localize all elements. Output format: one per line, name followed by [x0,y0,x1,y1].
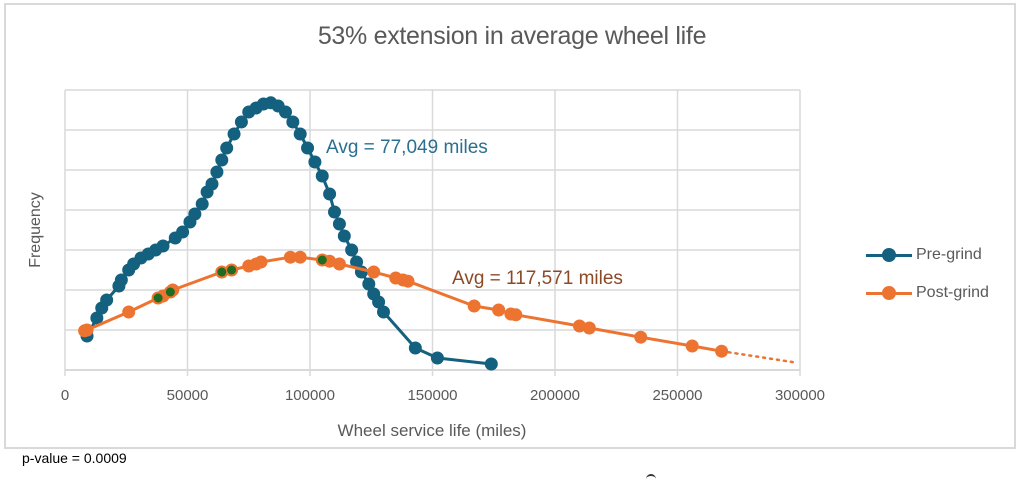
pre-grind-point [100,293,114,307]
pre-grind-point [188,207,202,221]
pre-grind-point [315,169,329,183]
post-grind-point [492,303,506,317]
pre-grind-point [215,153,229,167]
pre-grind-point [377,305,390,319]
pre-grind-point [301,141,315,155]
pre-grind-point [227,127,241,141]
post-grind-highlighted-point [227,265,237,275]
legend-item-post-grind: Post-grind [866,274,989,312]
post-grind-highlighted-point [153,293,163,303]
pre-grind-point [484,357,498,371]
pre-grind-point [234,115,248,129]
post-grind-point [582,321,596,335]
pre-grind-point [328,205,341,219]
post-grind-point [332,257,346,271]
cursor-artifact [646,474,656,482]
post-grind-point [122,305,136,319]
x-tick-label: 200000 [530,387,580,404]
pre-grind-point [176,225,190,239]
legend-label-post-grind: Post-grind [916,284,989,301]
legend: Pre-grind Post-grind [866,236,989,312]
post-grind-point [634,330,648,344]
post-grind-point [715,344,729,358]
pre-grind-point [279,105,292,119]
pre-grind-point [323,187,337,201]
post-grind-point [467,299,481,313]
post-grind-point [367,265,381,279]
pre-grind-point [114,273,128,287]
post-grind-point [401,274,415,288]
post-grind-highlighted-point [217,267,227,277]
post-grind-line [84,255,722,353]
post-grind-point [573,319,586,333]
post-grind-point [80,323,94,337]
pre-grind-point [90,311,104,325]
pre-grind-point [308,155,322,169]
legend-label-pre-grind: Pre-grind [916,246,982,263]
pre-grind-point [293,127,307,141]
post-grind-highlighted-point [165,287,175,297]
pre-grind-point [430,351,444,365]
pre-grind-point [372,295,386,309]
x-tick-label: 50000 [167,387,209,404]
post-grind-point [254,255,268,269]
x-tick-label: 0 [61,387,69,404]
legend-marker-pre-grind [866,248,912,262]
post-grind-point [293,250,307,264]
pre-grind-point [286,115,300,129]
pre-grind-point [205,177,219,191]
pre-grind-point [220,141,234,155]
pre-grind-point [337,229,351,243]
post-grind-average-annotation: Avg = 117,571 miles [452,268,623,289]
legend-marker-post-grind [866,286,912,300]
pre-grind-point [345,243,359,257]
x-tick-label: 150000 [407,387,457,404]
pre-grind-point [195,197,209,211]
pre-grind-point [210,165,224,179]
x-tick-label: 300000 [775,387,825,404]
post-grind-point [323,254,337,268]
x-axis-label: Wheel service life (miles) [337,421,527,440]
p-value-note: p-value = 0.0009 [22,450,127,466]
chart-frame [4,3,1016,449]
post-grind-point [509,308,523,322]
pre-grind-point [350,255,364,269]
pre-grind-average-annotation: Avg = 77,049 miles [326,137,488,158]
post-grind-trend-extension [720,349,799,365]
pre-grind-point [332,217,346,231]
x-tick-label: 250000 [652,387,702,404]
pre-grind-point [156,239,170,253]
post-grind-point [685,339,699,353]
x-tick-label: 100000 [285,387,335,404]
post-grind-highlighted-point [317,255,327,265]
legend-item-pre-grind: Pre-grind [866,236,989,274]
post-grind-point [283,250,297,264]
chart-title: 53% extension in average wheel life [317,22,707,50]
pre-grind-point [362,277,376,291]
pre-grind-point [408,341,422,355]
